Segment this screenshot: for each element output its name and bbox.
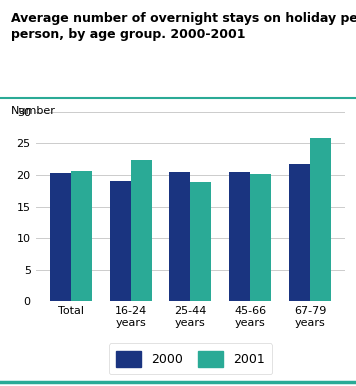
- Bar: [289, 164, 310, 301]
- Bar: [310, 138, 331, 301]
- Bar: [50, 173, 70, 301]
- Bar: [250, 174, 271, 301]
- Legend: 2000, 2001: 2000, 2001: [109, 343, 272, 374]
- Text: Number: Number: [11, 106, 56, 116]
- Text: Average number of overnight stays on holiday per
person, by age group. 2000-2001: Average number of overnight stays on hol…: [11, 12, 356, 41]
- Bar: [190, 182, 211, 301]
- Bar: [131, 161, 152, 301]
- Bar: [110, 181, 131, 301]
- Bar: [229, 173, 250, 301]
- Bar: [169, 173, 190, 301]
- Bar: [70, 171, 91, 301]
